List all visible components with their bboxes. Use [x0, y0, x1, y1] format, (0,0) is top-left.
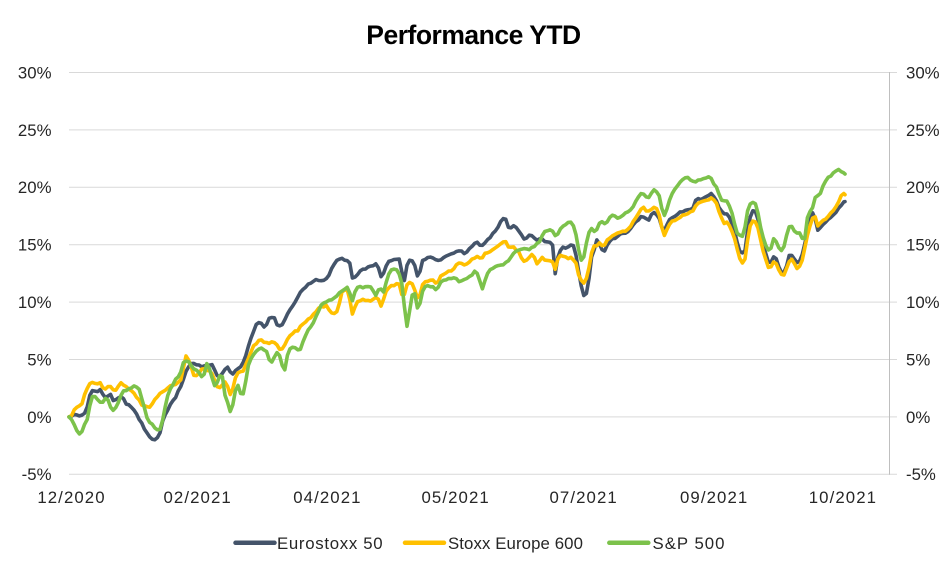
svg-text:30%: 30%: [906, 63, 940, 82]
svg-text:07/2021: 07/2021: [550, 488, 618, 507]
svg-text:-5%: -5%: [22, 465, 52, 484]
svg-text:0%: 0%: [27, 408, 51, 427]
svg-text:5%: 5%: [906, 350, 930, 369]
svg-text:04/2021: 04/2021: [293, 488, 361, 507]
svg-text:5%: 5%: [27, 350, 51, 369]
svg-text:Eurostoxx 50: Eurostoxx 50: [277, 534, 383, 553]
svg-text:05/2021: 05/2021: [422, 488, 490, 507]
svg-text:-5%: -5%: [906, 465, 936, 484]
svg-text:15%: 15%: [18, 236, 52, 255]
svg-text:Stoxx Europe 600: Stoxx Europe 600: [448, 534, 583, 553]
svg-text:20%: 20%: [18, 178, 52, 197]
svg-text:25%: 25%: [906, 121, 940, 140]
svg-text:10/2021: 10/2021: [809, 488, 877, 507]
svg-text:Performance YTD: Performance YTD: [366, 20, 581, 50]
svg-text:12/2020: 12/2020: [37, 488, 105, 507]
svg-text:30%: 30%: [18, 63, 52, 82]
svg-text:25%: 25%: [18, 121, 52, 140]
svg-text:09/2021: 09/2021: [680, 488, 748, 507]
svg-text:0%: 0%: [906, 408, 930, 427]
svg-text:20%: 20%: [906, 178, 940, 197]
svg-text:10%: 10%: [906, 293, 940, 312]
svg-text:15%: 15%: [906, 236, 940, 255]
svg-text:S&P 500: S&P 500: [653, 534, 726, 553]
svg-text:10%: 10%: [18, 293, 52, 312]
svg-text:02/2021: 02/2021: [164, 488, 232, 507]
